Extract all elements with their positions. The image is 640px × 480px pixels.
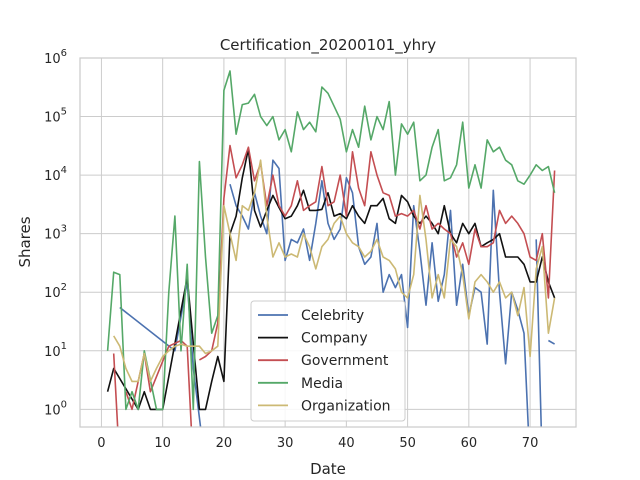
y-axis-label: Shares: [16, 216, 34, 267]
legend-label-organization: Organization: [301, 398, 391, 414]
x-axis-label: Date: [310, 460, 346, 478]
legend-label-celebrity: Celebrity: [301, 308, 364, 324]
x-tick-label: 40: [338, 436, 355, 451]
x-tick-label: 20: [216, 436, 233, 451]
legend-label-government: Government: [301, 353, 389, 369]
plot-frame: [79, 57, 577, 428]
legend: Celebrity Company Government Media Organizat…: [250, 300, 406, 422]
x-tick-label: 30: [277, 436, 294, 451]
x-tick-label: 60: [461, 436, 478, 451]
legend-entries: Celebrity Company Government Media Organizat…: [258, 308, 391, 414]
legend-label-company: Company: [301, 331, 368, 347]
series-line-media: [106, 70, 556, 411]
y-tick-label: 105: [44, 107, 67, 126]
x-tick-label: 10: [154, 436, 171, 451]
y-tick-label: 102: [44, 282, 67, 301]
y-tick-label: 104: [44, 165, 67, 184]
x-tick-labels: 0 10 20 30 40 50 60 70: [97, 436, 538, 451]
series-lines: [106, 70, 556, 427]
x-tick-label: 0: [97, 436, 105, 451]
legend-label-media: Media: [301, 376, 343, 392]
series-line-organization: [113, 159, 556, 383]
y-tick-labels: 100 101 102 103 104 105 106: [44, 48, 67, 418]
y-tick-label: 106: [44, 48, 67, 67]
chart-title: Certification_20200101_yhry: [220, 36, 436, 55]
x-tick-label: 70: [522, 436, 539, 451]
legend-box: [250, 300, 406, 422]
x-tick-label: 50: [399, 436, 416, 451]
y-tick-label: 103: [44, 224, 67, 243]
y-tick-label: 101: [44, 341, 67, 360]
y-tick-label: 100: [44, 399, 67, 418]
series-line-company: [106, 148, 556, 411]
